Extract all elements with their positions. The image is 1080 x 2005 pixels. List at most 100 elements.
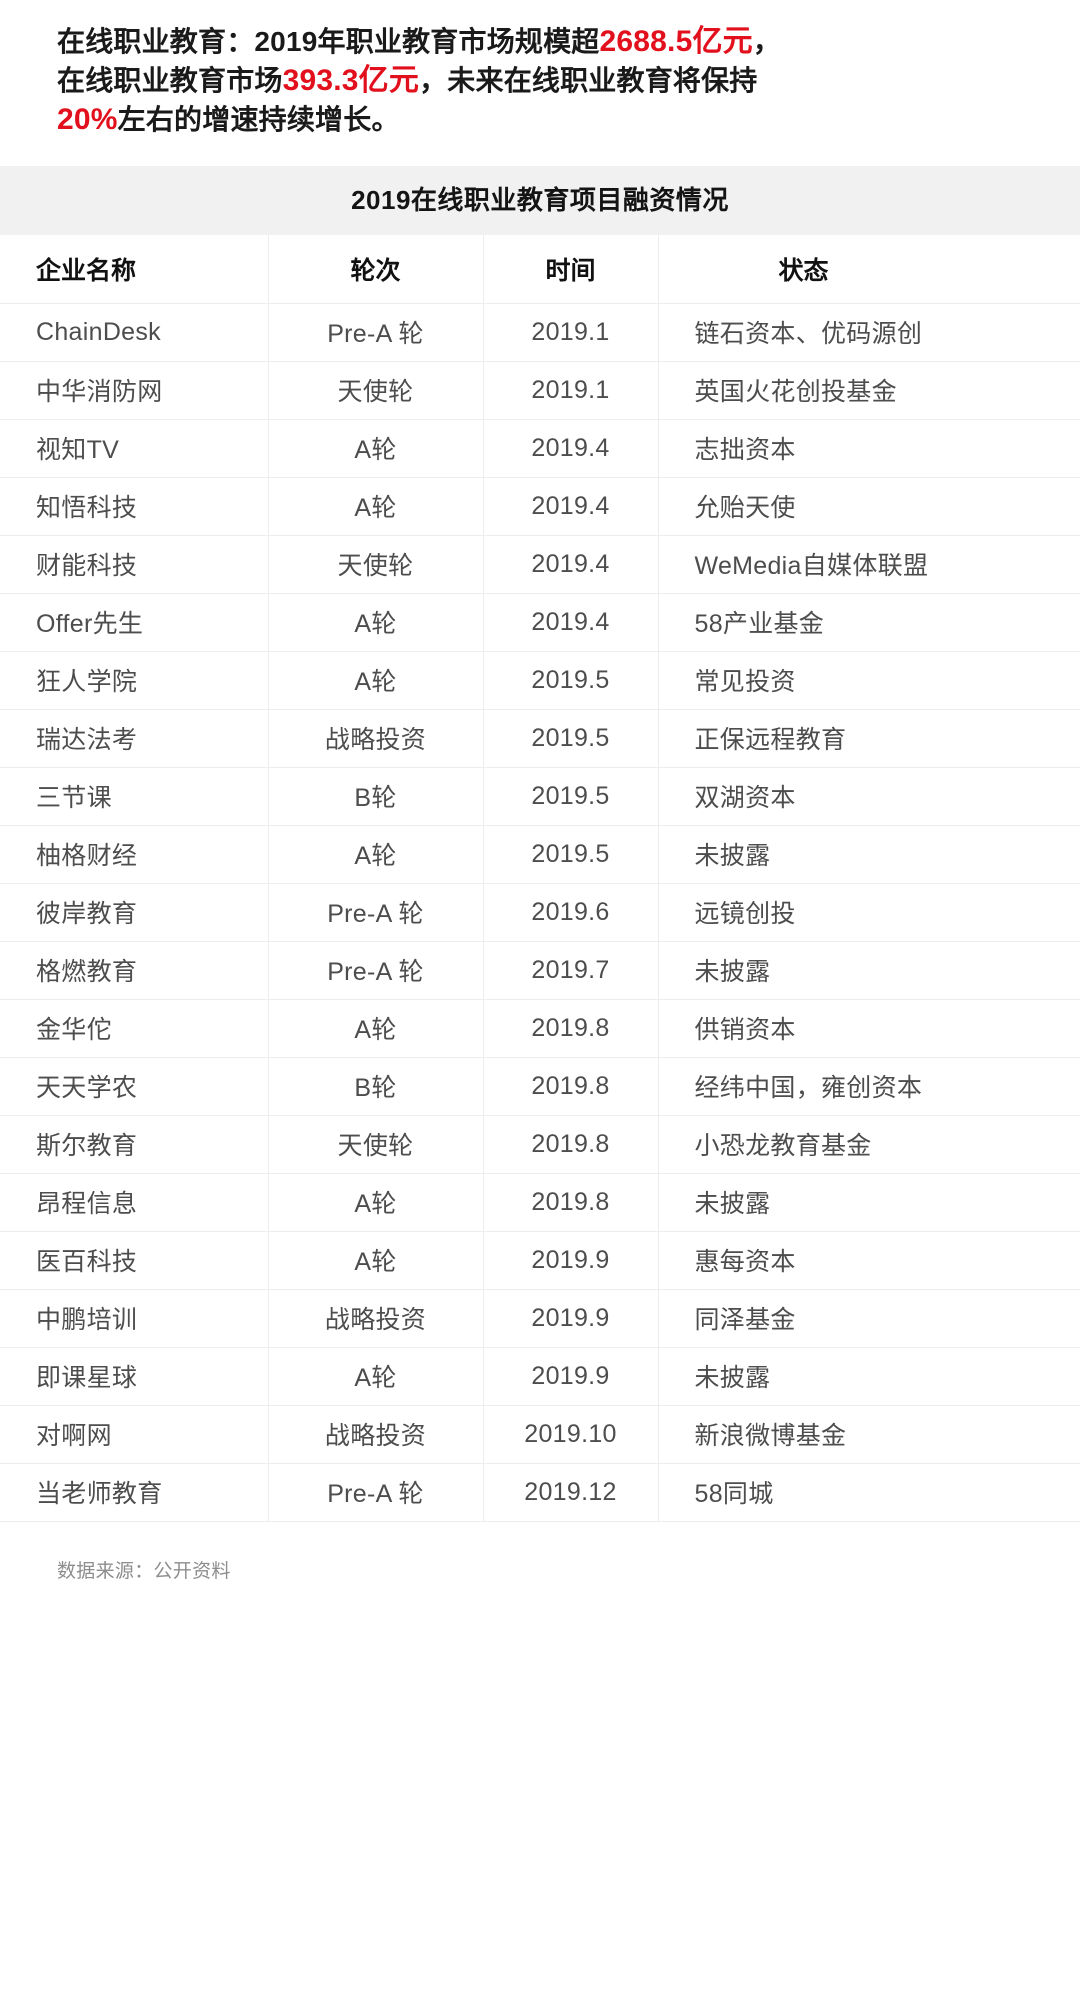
cell-status: 供销资本 [658, 999, 1080, 1058]
cell-time: 2019.8 [483, 1173, 659, 1232]
table-row: Offer先生 A轮 2019.4 58产业基金 [0, 593, 1080, 652]
cell-company: 对啊网 [0, 1405, 269, 1464]
cell-company: 昂程信息 [0, 1173, 269, 1232]
cell-status: WeMedia自媒体联盟 [658, 535, 1080, 594]
table-row: 斯尔教育 天使轮 2019.8 小恐龙教育基金 [0, 1115, 1080, 1174]
cell-round: A轮 [268, 1173, 484, 1232]
table-row: 彼岸教育 Pre-A 轮 2019.6 远镜创投 [0, 883, 1080, 942]
cell-round: A轮 [268, 477, 484, 536]
cell-time: 2019.4 [483, 477, 659, 536]
source-note: 数据来源：公开资料 [57, 1560, 231, 1582]
cell-round: A轮 [268, 999, 484, 1058]
cell-company: 格燃教育 [0, 941, 269, 1000]
headline-line-2: 在线职业教育市场393.3亿元，未来在线职业教育将保持 [57, 61, 1020, 100]
cell-time: 2019.4 [483, 593, 659, 652]
cell-round: 战略投资 [268, 709, 484, 768]
cell-company: 三节课 [0, 767, 269, 826]
cell-status: 未披露 [658, 825, 1080, 884]
cell-time: 2019.1 [483, 361, 659, 420]
column-header-status: 状态 [658, 235, 1080, 304]
cell-round: B轮 [268, 767, 484, 826]
cell-round: 战略投资 [268, 1405, 484, 1464]
cell-round: A轮 [268, 651, 484, 710]
cell-round: Pre-A 轮 [268, 1463, 484, 1522]
table-row: 财能科技 天使轮 2019.4 WeMedia自媒体联盟 [0, 535, 1080, 594]
table-row: 柚格财经 A轮 2019.5 未披露 [0, 825, 1080, 884]
cell-company: Offer先生 [0, 593, 269, 652]
table-row: 即课星球 A轮 2019.9 未披露 [0, 1347, 1080, 1406]
cell-time: 2019.1 [483, 303, 659, 362]
headline-highlight-growth-rate: 20% [57, 103, 118, 136]
cell-time: 2019.6 [483, 883, 659, 942]
cell-status: 英国火花创投基金 [658, 361, 1080, 420]
table-row: 知悟科技 A轮 2019.4 允贻天使 [0, 477, 1080, 536]
cell-status: 正保远程教育 [658, 709, 1080, 768]
cell-status: 惠每资本 [658, 1231, 1080, 1290]
cell-status: 远镜创投 [658, 883, 1080, 942]
cell-company: 狂人学院 [0, 651, 269, 710]
cell-status: 双湖资本 [658, 767, 1080, 826]
headline-line2-text-b: ，未来在线职业教育将保持 [419, 65, 758, 96]
cell-round: A轮 [268, 1231, 484, 1290]
table-row: 中鹏培训 战略投资 2019.9 同泽基金 [0, 1289, 1080, 1348]
cell-status: 小恐龙教育基金 [658, 1115, 1080, 1174]
cell-status: 未披露 [658, 941, 1080, 1000]
cell-time: 2019.12 [483, 1463, 659, 1522]
cell-time: 2019.10 [483, 1405, 659, 1464]
cell-round: A轮 [268, 419, 484, 478]
cell-status: 经纬中国，雍创资本 [658, 1057, 1080, 1116]
cell-round: Pre-A 轮 [268, 941, 484, 1000]
cell-company: 即课星球 [0, 1347, 269, 1406]
cell-time: 2019.9 [483, 1231, 659, 1290]
financing-table-section: 2019在线职业教育项目融资情况 企业名称 轮次 时间 状态 ChainDesk… [0, 166, 1080, 1522]
table-row: 医百科技 A轮 2019.9 惠每资本 [0, 1231, 1080, 1290]
cell-company: ChainDesk [0, 303, 269, 362]
cell-round: B轮 [268, 1057, 484, 1116]
table-row: 天天学农 B轮 2019.8 经纬中国，雍创资本 [0, 1057, 1080, 1116]
table-row: 视知TV A轮 2019.4 志拙资本 [0, 419, 1080, 478]
table-header-row: 企业名称 轮次 时间 状态 [0, 235, 1080, 304]
table-header: 企业名称 轮次 时间 状态 [0, 235, 1080, 304]
headline-line-1: 在线职业教育：2019年职业教育市场规模超2688.5亿元， [57, 22, 1020, 61]
table-body: ChainDesk Pre-A 轮 2019.1 链石资本、优码源创 中华消防网 天使轮 2… [0, 303, 1080, 1522]
table-row: 三节课 B轮 2019.5 双湖资本 [0, 767, 1080, 826]
cell-status: 未披露 [658, 1173, 1080, 1232]
cell-round: Pre-A 轮 [268, 303, 484, 362]
headline-line1-text-a: 在线职业教育：2019年职业教育市场规模超 [57, 26, 600, 57]
cell-company: 中鹏培训 [0, 1289, 269, 1348]
cell-time: 2019.8 [483, 1057, 659, 1116]
cell-round: A轮 [268, 1347, 484, 1406]
cell-time: 2019.4 [483, 419, 659, 478]
cell-company: 当老师教育 [0, 1463, 269, 1522]
table-row: 当老师教育 Pre-A 轮 2019.12 58同城 [0, 1463, 1080, 1522]
table-row: 金华佗 A轮 2019.8 供销资本 [0, 999, 1080, 1058]
cell-company: 视知TV [0, 419, 269, 478]
cell-status: 志拙资本 [658, 419, 1080, 478]
cell-company: 柚格财经 [0, 825, 269, 884]
cell-company: 金华佗 [0, 999, 269, 1058]
cell-round: A轮 [268, 825, 484, 884]
headline-line3-text-b: 左右的增速持续增长。 [117, 104, 400, 135]
cell-status: 新浪微博基金 [658, 1405, 1080, 1464]
cell-company: 天天学农 [0, 1057, 269, 1116]
cell-time: 2019.4 [483, 535, 659, 594]
table-row: 格燃教育 Pre-A 轮 2019.7 未披露 [0, 941, 1080, 1000]
cell-time: 2019.5 [483, 651, 659, 710]
cell-company: 财能科技 [0, 535, 269, 594]
cell-company: 彼岸教育 [0, 883, 269, 942]
cell-round: 天使轮 [268, 1115, 484, 1174]
column-header-time: 时间 [483, 235, 659, 304]
cell-time: 2019.8 [483, 1115, 659, 1174]
headline-line1-text-b: ， [752, 26, 782, 57]
column-header-round: 轮次 [268, 235, 484, 304]
headline-line-3: 20%左右的增速持续增长。 [57, 100, 1020, 139]
cell-status: 同泽基金 [658, 1289, 1080, 1348]
table-title: 2019在线职业教育项目融资情况 [0, 166, 1080, 235]
cell-time: 2019.5 [483, 825, 659, 884]
cell-time: 2019.5 [483, 709, 659, 768]
cell-time: 2019.5 [483, 767, 659, 826]
cell-status: 58产业基金 [658, 593, 1080, 652]
cell-company: 医百科技 [0, 1231, 269, 1290]
cell-status: 常见投资 [658, 651, 1080, 710]
table-row: 中华消防网 天使轮 2019.1 英国火花创投基金 [0, 361, 1080, 420]
